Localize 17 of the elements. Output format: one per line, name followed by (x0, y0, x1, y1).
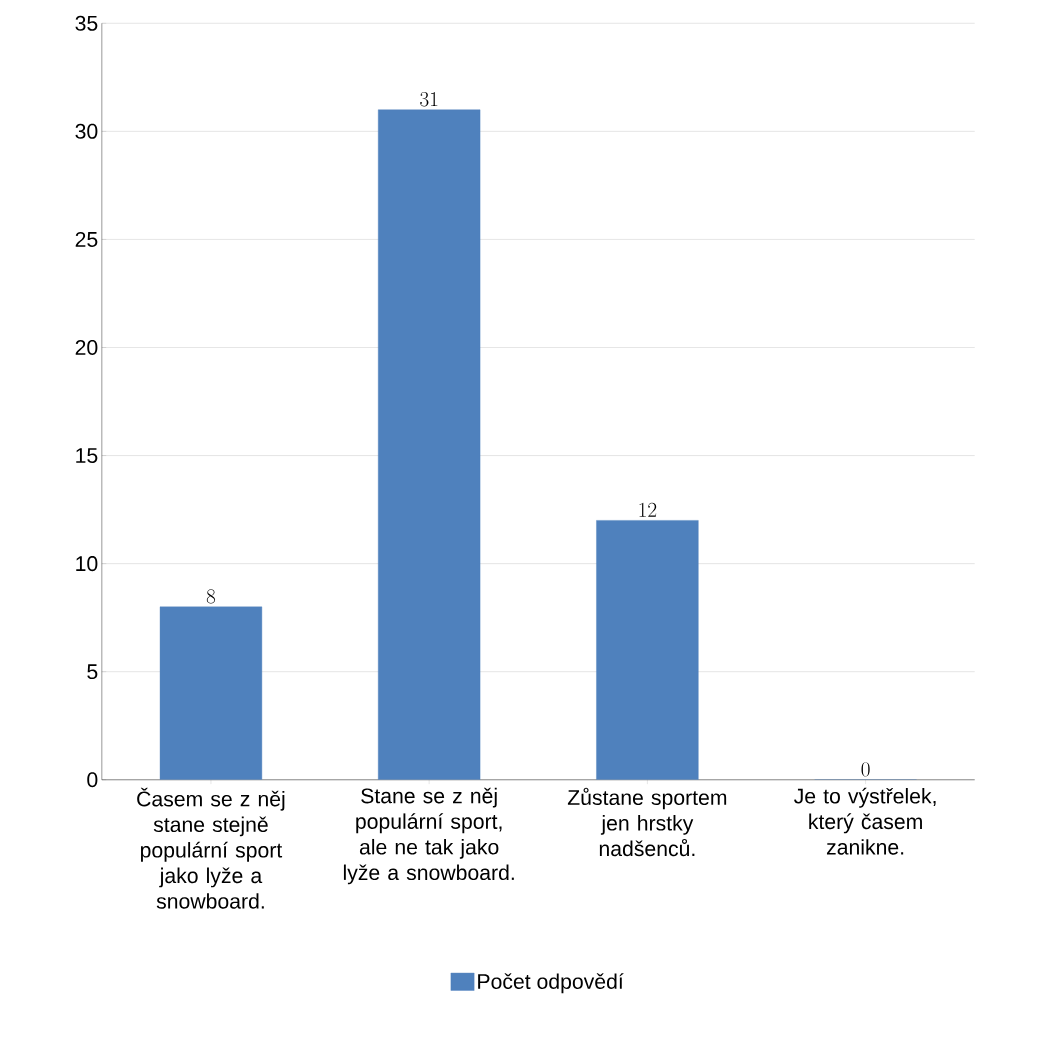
y-tick-label: 0 (87, 772, 98, 788)
legend-label: Počet odpovědí (478, 973, 624, 994)
data-label: 8 (206, 589, 216, 604)
data-label: 12 (639, 502, 657, 517)
y-tick-label: 30 (75, 123, 98, 139)
y-tick-label: 35 (75, 15, 98, 31)
y-tick-label: 5 (87, 664, 98, 680)
x-tick-label: Je to výstřelek, který časem zanikne. (794, 787, 936, 855)
y-tick-label: 10 (76, 556, 98, 572)
y-tick-label: 15 (76, 448, 98, 463)
y-tick-label: 25 (75, 231, 98, 247)
data-label: 31 (420, 92, 438, 107)
data-label: 0 (861, 762, 870, 777)
x-tick-label: Stane se z něj populární sport, ale ne tak jako lyže a snowboard. (343, 787, 514, 885)
x-tick-label: Zůstane sportem jen hrstky nadšenců. (567, 787, 727, 857)
x-tick-label: Časem se z něj stane stejně populární sport jako lyže a snowboard. (137, 787, 285, 909)
y-tick-label: 20 (75, 339, 98, 355)
